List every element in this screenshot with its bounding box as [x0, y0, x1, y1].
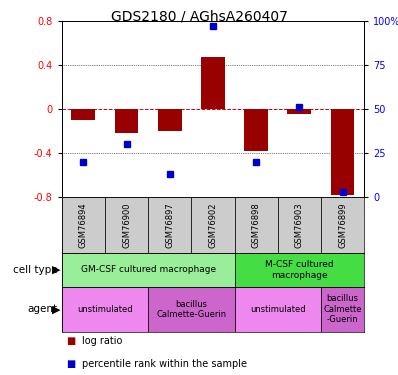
Bar: [278, 197, 321, 253]
Text: ■: ■: [66, 336, 75, 346]
Text: GSM76898: GSM76898: [252, 202, 261, 248]
Bar: [287, 109, 311, 114]
Bar: [62, 253, 234, 287]
Bar: [234, 197, 278, 253]
Text: GDS2180 / AGhsA260407: GDS2180 / AGhsA260407: [111, 9, 287, 23]
Text: GSM76899: GSM76899: [338, 202, 347, 248]
Text: bacillus
Calmette
-Guerin: bacillus Calmette -Guerin: [323, 294, 362, 324]
Bar: [148, 197, 191, 253]
Bar: [62, 197, 105, 253]
Bar: [148, 287, 234, 332]
Text: GSM76903: GSM76903: [295, 202, 304, 248]
Bar: [201, 57, 225, 109]
Text: GSM76902: GSM76902: [209, 202, 217, 248]
Text: GM-CSF cultured macrophage: GM-CSF cultured macrophage: [80, 266, 216, 274]
Bar: [62, 287, 148, 332]
Text: percentile rank within the sample: percentile rank within the sample: [82, 359, 248, 369]
Text: M-CSF cultured
macrophage: M-CSF cultured macrophage: [265, 260, 334, 280]
Bar: [321, 287, 364, 332]
Bar: [234, 287, 321, 332]
Text: GSM76900: GSM76900: [122, 202, 131, 248]
Bar: [244, 109, 268, 151]
Bar: [158, 109, 181, 131]
Text: GSM76897: GSM76897: [165, 202, 174, 248]
Text: ▶: ▶: [53, 265, 61, 275]
Bar: [115, 109, 139, 133]
Text: unstimulated: unstimulated: [250, 305, 306, 314]
Text: cell type: cell type: [13, 265, 58, 275]
Text: bacillus
Calmette-Guerin: bacillus Calmette-Guerin: [156, 300, 226, 319]
Bar: [105, 197, 148, 253]
Text: ▶: ▶: [53, 304, 61, 314]
Text: unstimulated: unstimulated: [77, 305, 133, 314]
Bar: [331, 109, 355, 195]
Text: GSM76894: GSM76894: [79, 202, 88, 248]
Text: agent: agent: [27, 304, 58, 314]
Bar: [191, 197, 234, 253]
Text: ■: ■: [66, 359, 75, 369]
Bar: [234, 253, 364, 287]
Text: log ratio: log ratio: [82, 336, 123, 346]
Bar: [71, 109, 95, 120]
Bar: [321, 197, 364, 253]
